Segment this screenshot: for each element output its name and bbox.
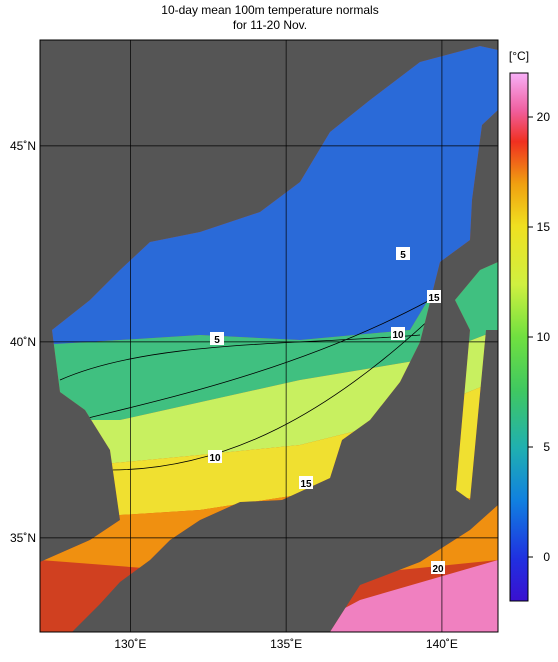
colorbar-tick-label: 20 bbox=[537, 110, 551, 124]
contour-label: 10 bbox=[392, 330, 404, 341]
title-line: for 11-20 Nov. bbox=[233, 18, 307, 32]
contour-label: 5 bbox=[400, 250, 406, 261]
contour-label-box bbox=[427, 290, 441, 303]
lon-tick-label: 130˚E bbox=[114, 637, 146, 651]
contour-label-box bbox=[431, 561, 445, 574]
contour-label-box bbox=[396, 247, 410, 260]
contour-label-box bbox=[299, 476, 313, 489]
contour-label: 10 bbox=[209, 453, 221, 464]
lat-tick-label: 35˚N bbox=[10, 531, 36, 545]
lon-tick-label: 135˚E bbox=[270, 637, 302, 651]
colorbar-tick-label: 0 bbox=[543, 550, 550, 564]
title-line: 10-day mean 100m temperature normals bbox=[161, 3, 378, 17]
contour-label: 15 bbox=[428, 293, 440, 304]
colorbar bbox=[509, 72, 529, 602]
contour-label: 20 bbox=[432, 564, 444, 575]
lon-tick-label: 140˚E bbox=[426, 637, 458, 651]
map-frame bbox=[39, 39, 499, 633]
contour-label-box bbox=[391, 327, 405, 340]
contour-label-box bbox=[210, 332, 224, 345]
colorbar-unit: [°C] bbox=[509, 49, 529, 63]
colorbar-tick-label: 15 bbox=[537, 220, 551, 234]
contour-label: 15 bbox=[300, 479, 312, 490]
colorbar-tick-label: 5 bbox=[543, 440, 550, 454]
colorbar-tick-label: 10 bbox=[537, 330, 551, 344]
contour-label-box bbox=[208, 450, 222, 463]
contour-label: 5 bbox=[214, 335, 220, 346]
lat-tick-label: 45˚N bbox=[10, 139, 36, 153]
lat-tick-label: 40˚N bbox=[10, 335, 36, 349]
